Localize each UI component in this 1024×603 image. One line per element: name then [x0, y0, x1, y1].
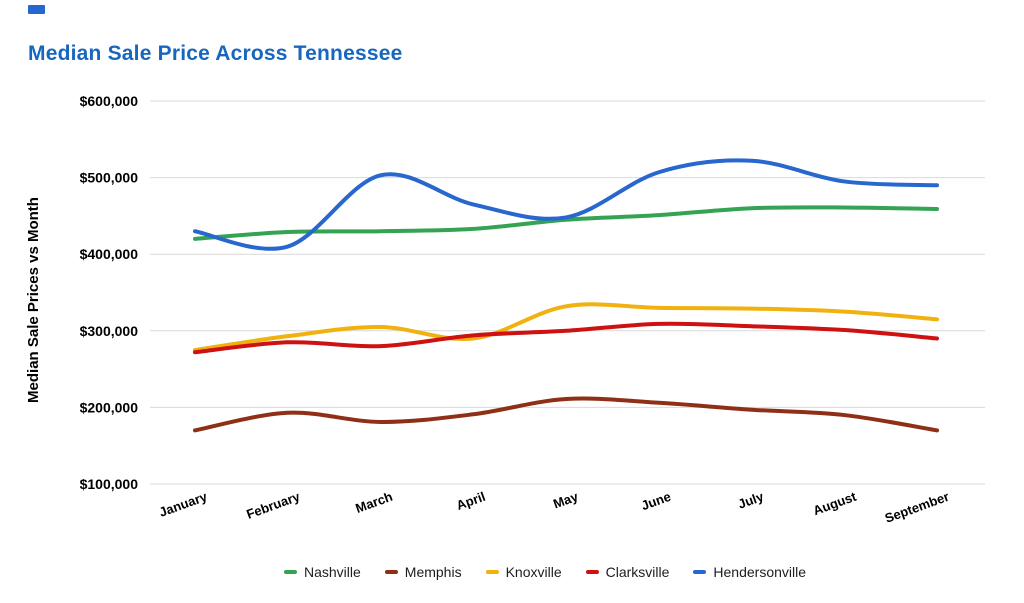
x-axis-label: February [244, 488, 302, 521]
y-axis-title: Median Sale Prices vs Month [25, 197, 42, 403]
legend-item-knoxville: Knoxville [485, 564, 562, 580]
y-tick-label: $500,000 [80, 170, 139, 186]
series-line-memphis [193, 396, 939, 433]
x-axis-label: January [157, 488, 210, 519]
legend-swatch-hendersonville [693, 570, 707, 574]
legend-item-nashville: Nashville [283, 564, 361, 580]
y-tick-label: $400,000 [80, 246, 139, 262]
x-axis-label: September [883, 489, 951, 526]
x-axis-label: June [639, 489, 673, 513]
legend-label: Clarksville [605, 564, 670, 580]
chart-title: Median Sale Price Across Tennessee [28, 42, 403, 65]
y-tick-label: $600,000 [80, 93, 139, 109]
x-axis-label: April [454, 489, 487, 513]
y-tick-label: $200,000 [80, 399, 139, 415]
series-line-hendersonville [193, 158, 939, 251]
y-tick-label: $300,000 [80, 323, 139, 339]
series-line-nashville [193, 205, 939, 241]
legend-label: Nashville [303, 564, 361, 580]
y-tick-label: $100,000 [80, 476, 139, 492]
legend-item-hendersonville: Hendersonville [693, 564, 806, 580]
legend-swatch-clarksville [585, 570, 599, 574]
legend-label: Hendersonville [713, 564, 807, 580]
legend-label: Knoxville [505, 564, 562, 580]
legend-swatch-nashville [283, 570, 297, 574]
x-axis-label: May [551, 488, 581, 511]
chart-legend: Nashville Memphis Knoxville Clarksville Hend… [283, 564, 806, 580]
top-left-marker [28, 5, 45, 14]
legend-label: Memphis [404, 564, 462, 580]
x-axis-label: August [811, 488, 859, 518]
legend-swatch-memphis [384, 570, 398, 574]
series-line-clarksville [193, 321, 939, 355]
x-axis-label: July [736, 488, 766, 511]
legend-item-clarksville: Clarksville [585, 564, 670, 580]
legend-swatch-knoxville [485, 570, 499, 574]
x-axis-label: March [353, 489, 394, 516]
series-line-knoxville [193, 302, 939, 352]
legend-item-memphis: Memphis [384, 564, 462, 580]
